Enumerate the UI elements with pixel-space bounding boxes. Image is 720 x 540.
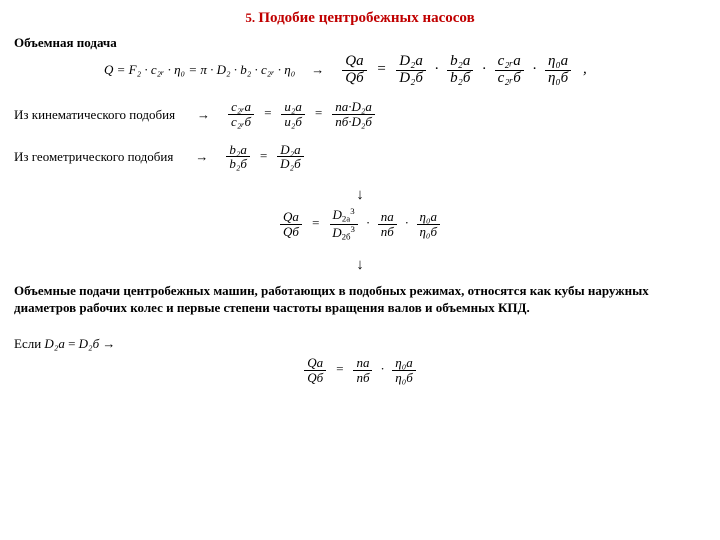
title-text: Подобие центробежных насосов (258, 10, 474, 26)
subheading: Объемная подача (14, 34, 706, 52)
slide-title: 5. Подобие центробежных насосов (14, 8, 706, 28)
kinematic-eq: c₂ᵣаc₂ᵣб = u₂аu₂б = nа·D₂аnб·D₂б (226, 100, 377, 128)
arrow-right: → (301, 61, 334, 79)
geometric-lead: Из геометрического подобия (14, 148, 179, 166)
kinematic-lead: Из кинематического подобия (14, 106, 181, 124)
equation-q-equal-d: QаQб = nаnб · η₀аη₀б (14, 356, 706, 384)
eq1-rhs: QаQб = D₂аD₂б · b₂аb₂б · c₂ᵣаc₂ᵣб · η₀аη… (340, 54, 586, 87)
arrow-right: → (185, 148, 218, 166)
title-number: 5. (245, 10, 255, 25)
kinematic-similarity: Из кинематического подобия → c₂ᵣаc₂ᵣб = … (14, 100, 706, 128)
geometric-similarity: Из геометрического подобия → b₂аb₂б = D₂… (14, 143, 706, 171)
slide: 5. Подобие центробежных насосов Объемная… (0, 0, 720, 385)
geometric-eq: b₂аb₂б = D₂аD₂б (224, 143, 305, 171)
down-arrow-icon: ↓ (14, 185, 706, 205)
equation-q-cubes: QаQб = D2а3 D2б3 · nаnб · η₀аη₀б (14, 207, 706, 241)
conclusion-paragraph: Объемные подачи центробежных машин, рабо… (14, 282, 706, 317)
condition-line: Если D₂а = D₂б → (14, 335, 706, 353)
equation-q-base: Q = F₂ · c₂ᵣ · η₀ = π · D₂ · b₂ · c₂ᵣ · … (14, 54, 706, 87)
down-arrow-icon: ↓ (14, 255, 706, 275)
arrow-right: → (187, 106, 220, 124)
eq1-lhs: Q = F₂ · c₂ᵣ · η₀ = π · D₂ · b₂ · c₂ᵣ · … (104, 61, 295, 79)
